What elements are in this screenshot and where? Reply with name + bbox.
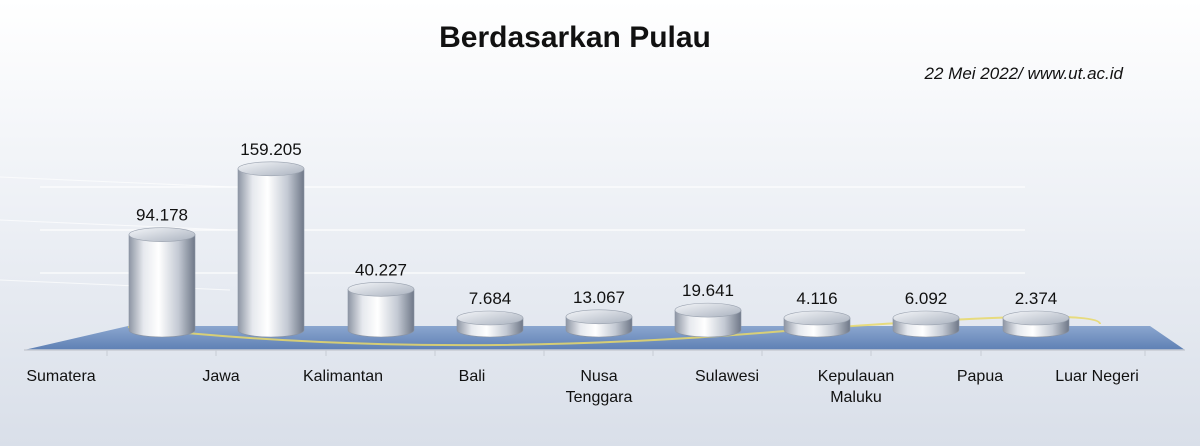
x-tick-label: Sumatera xyxy=(26,368,95,385)
data-label: 4.116 xyxy=(796,289,837,308)
bar-kepulauan-maluku xyxy=(783,310,851,338)
bar-top xyxy=(674,302,742,318)
bar-top xyxy=(1002,310,1070,326)
bar-kalimantan xyxy=(347,281,415,338)
x-tick-label: Luar Negeri xyxy=(1055,368,1139,385)
x-tick-label: Nusa Tenggara xyxy=(566,368,633,406)
bar-body xyxy=(347,288,415,338)
bar-sulawesi xyxy=(674,302,742,338)
x-tick-label: Kalimantan xyxy=(303,368,383,385)
bar-body xyxy=(237,168,305,338)
x-tick-label: Bali xyxy=(459,368,486,385)
bar-bali xyxy=(456,310,524,338)
bar-top xyxy=(347,281,415,297)
bar-top xyxy=(128,227,196,242)
x-axis-tick-labels: Sumatera Jawa Kalimantan Bali Nusa Tenggara Su… xyxy=(26,368,1138,406)
bar-nusa-tenggara xyxy=(565,309,633,338)
bar-top xyxy=(237,161,305,177)
bar-sumatera xyxy=(128,227,196,338)
x-tick-label: Jawa xyxy=(202,368,239,385)
grid-line-side xyxy=(0,176,231,188)
data-label: 19.641 xyxy=(682,281,734,300)
data-label: 13.067 xyxy=(573,288,625,307)
bar-top xyxy=(565,309,633,325)
x-tick-label: Kepulauan Maluku xyxy=(818,368,895,406)
bar-papua xyxy=(892,310,960,338)
data-label: 7.684 xyxy=(469,289,512,308)
bar-luar-negeri xyxy=(1002,310,1070,338)
bar-body xyxy=(128,234,196,338)
bar-top xyxy=(892,310,960,326)
bar-top xyxy=(783,310,851,326)
chart-subtitle: 22 Mei 2022/ www.ut.ac.id xyxy=(924,64,1124,83)
data-label: 94.178 xyxy=(136,206,188,225)
bar-body xyxy=(674,309,742,338)
grid-lines xyxy=(0,176,1025,291)
grid-line-side xyxy=(0,279,231,291)
bar-top xyxy=(456,310,524,326)
data-label: 159.205 xyxy=(240,140,301,159)
data-label: 40.227 xyxy=(355,260,407,279)
bar-jawa xyxy=(237,161,305,338)
x-tick-label: Sulawesi xyxy=(695,368,759,385)
grid-line-side xyxy=(0,219,231,231)
data-labels: 94.178 159.205 40.227 7.684 13.067 19.641 4.11… xyxy=(136,140,1057,308)
chart-title: Berdasarkan Pulau xyxy=(439,21,711,54)
bars xyxy=(128,161,1070,338)
x-tick-label: Papua xyxy=(957,368,1003,385)
data-label: 2.374 xyxy=(1015,289,1058,308)
data-label: 6.092 xyxy=(905,289,948,308)
